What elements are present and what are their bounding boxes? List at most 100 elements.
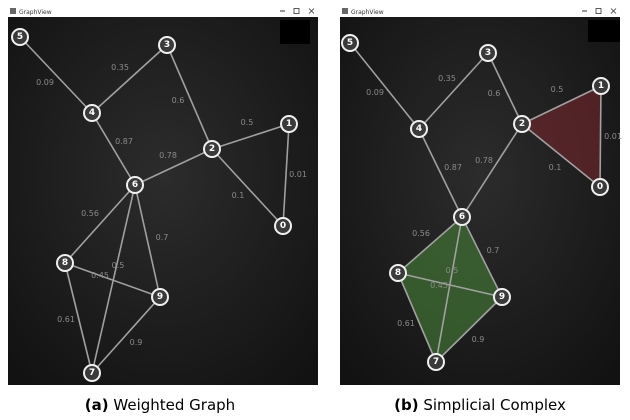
- edge: [134, 184, 161, 298]
- edge: [461, 216, 503, 298]
- caption: (b) Simplicial Complex: [394, 396, 566, 414]
- node-label: 8: [395, 268, 401, 278]
- edge-weight: 0.78: [159, 151, 177, 160]
- title-bar: [340, 5, 620, 17]
- edge: [91, 44, 168, 114]
- edge-weight: 0.61: [57, 315, 75, 324]
- node-label: 5: [347, 38, 353, 48]
- edge-weight: 0.6: [488, 89, 501, 98]
- edge: [435, 296, 503, 363]
- node: [591, 178, 609, 196]
- edge: [349, 42, 420, 130]
- node: [280, 115, 298, 133]
- simplex: [398, 217, 502, 362]
- node-label: 7: [433, 357, 439, 367]
- node: [83, 104, 101, 122]
- node: [592, 77, 610, 95]
- edge: [64, 262, 93, 374]
- node: [203, 140, 221, 158]
- node: [479, 44, 497, 62]
- node: [453, 208, 471, 226]
- edge: [211, 123, 290, 150]
- node: [126, 176, 144, 194]
- close-button[interactable]: [610, 8, 617, 14]
- node-label: 0: [280, 221, 286, 231]
- window: GraphView0.090.350.60.50.010.10.870.780.…: [8, 5, 318, 385]
- edge: [397, 216, 463, 274]
- edge-weight: 0.5: [551, 85, 564, 94]
- node: [158, 36, 176, 54]
- edge: [487, 52, 523, 125]
- edge: [282, 123, 290, 227]
- edge-weight: 0.61: [397, 319, 415, 328]
- window-title: GraphView: [351, 9, 384, 16]
- edge: [397, 272, 437, 363]
- edge-weight: 0.78: [475, 156, 493, 165]
- node-label: 0: [597, 182, 603, 192]
- node-label: 5: [17, 32, 23, 42]
- node: [410, 120, 428, 138]
- edge-weight: 0.5: [241, 118, 254, 127]
- node: [56, 254, 74, 272]
- edge: [91, 184, 136, 374]
- node-label: 2: [519, 119, 525, 129]
- edge-weight: 0.6: [172, 96, 185, 105]
- edge: [418, 128, 463, 218]
- edge-weight: 0.56: [81, 209, 99, 218]
- node-label: 9: [499, 292, 505, 302]
- edge-weight: 0.5: [446, 266, 459, 275]
- close-button[interactable]: [308, 8, 315, 14]
- node: [11, 28, 29, 46]
- edge-weight: 0.35: [111, 63, 129, 72]
- app-icon: [342, 8, 348, 14]
- edge-weight: 0.9: [130, 338, 143, 347]
- edge: [19, 36, 93, 114]
- canvas: [8, 5, 318, 385]
- edge: [599, 85, 602, 188]
- caption-label: (a): [85, 396, 109, 414]
- node: [493, 288, 511, 306]
- simplex: [522, 86, 601, 187]
- edge: [418, 52, 489, 130]
- node-label: 7: [89, 368, 95, 378]
- edge-weight: 0.7: [156, 233, 169, 242]
- window-title: GraphView: [19, 9, 52, 16]
- edge: [91, 112, 136, 186]
- node-label: 6: [132, 180, 138, 190]
- edge: [397, 272, 503, 298]
- node: [389, 264, 407, 282]
- node-label: 8: [62, 258, 68, 268]
- edge: [166, 44, 213, 150]
- maximize-button[interactable]: [595, 8, 602, 14]
- node: [513, 115, 531, 133]
- node: [151, 288, 169, 306]
- edge-weight: 0.1: [549, 163, 562, 172]
- caption-text: Simplicial Complex: [423, 396, 566, 414]
- edge-weight: 0.45: [430, 281, 448, 290]
- edge-weight: 0.45: [91, 271, 109, 280]
- edge-weight: 0.87: [444, 163, 462, 172]
- caption-label: (b): [394, 396, 418, 414]
- edge-weight: 0.1: [232, 191, 245, 200]
- edge: [435, 216, 463, 363]
- edge-weight: 0.01: [289, 170, 307, 179]
- title-bar: [8, 5, 318, 17]
- maximize-button[interactable]: [293, 8, 300, 14]
- edge: [91, 296, 161, 374]
- edge: [521, 85, 602, 125]
- node-label: 2: [209, 144, 215, 154]
- node: [274, 217, 292, 235]
- canvas: [340, 5, 620, 385]
- node-label: 6: [459, 212, 465, 222]
- node: [83, 364, 101, 382]
- edge: [64, 184, 136, 264]
- node-label: 4: [89, 108, 95, 118]
- edge: [521, 123, 601, 188]
- edge-weight: 0.5: [112, 261, 125, 270]
- edge-weight: 0.87: [115, 137, 133, 146]
- edge: [211, 148, 284, 227]
- node-label: 4: [416, 124, 422, 134]
- edge-weight: 0.35: [438, 74, 456, 83]
